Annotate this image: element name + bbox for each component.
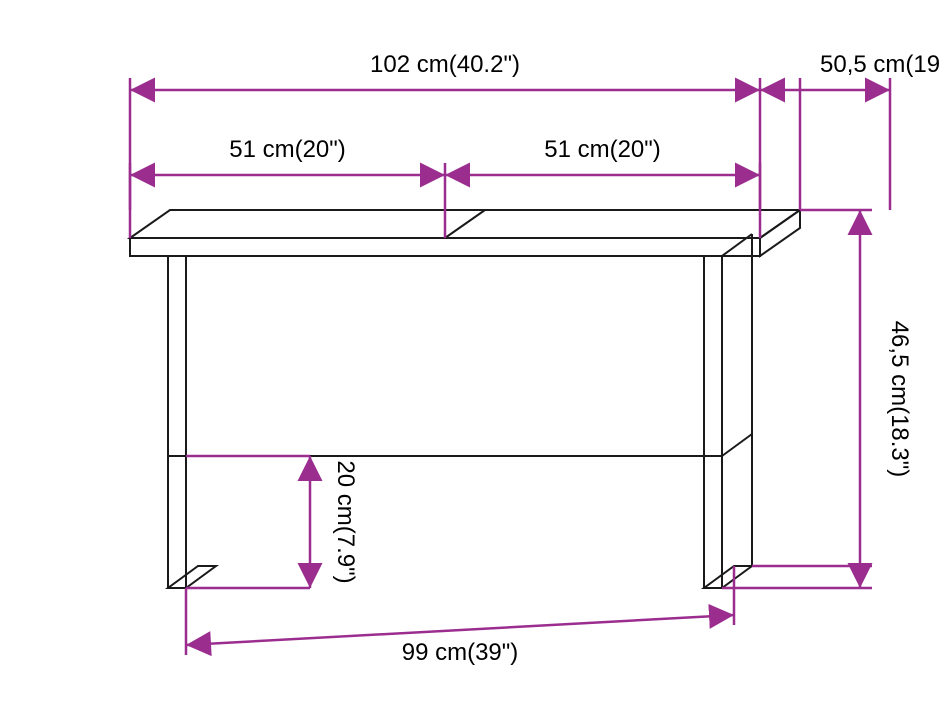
dim-height: 46,5 cm(18.3") <box>886 321 913 478</box>
dim-top-width: 102 cm(40.2") <box>370 51 520 78</box>
dim-half-left: 51 cm(20") <box>229 136 346 163</box>
dim-depth: 50,5 cm(19.8") <box>820 51 942 78</box>
dim-inner-width: 99 cm(39") <box>402 639 519 666</box>
dim-leg-clearance: 20 cm(7.9") <box>332 460 359 583</box>
dim-half-right: 51 cm(20") <box>544 136 661 163</box>
